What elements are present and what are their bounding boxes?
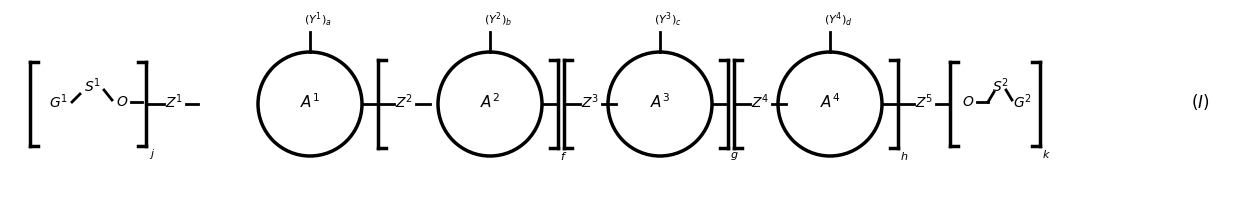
Text: $h$: $h$	[900, 150, 908, 162]
Text: $A^2$: $A^2$	[480, 93, 500, 111]
Text: $S^1$: $S^1$	[83, 77, 100, 95]
Text: $(I)$: $(I)$	[1190, 92, 1209, 112]
Text: $g$: $g$	[729, 150, 738, 162]
Text: $Z^2$: $Z^2$	[396, 93, 413, 111]
Text: $f$: $f$	[560, 150, 568, 162]
Text: $G^2$: $G^2$	[1013, 93, 1032, 111]
Text: $k$: $k$	[1042, 148, 1050, 160]
Text: $(Y^2)_b$: $(Y^2)_b$	[484, 11, 512, 29]
Text: $O$: $O$	[115, 95, 128, 109]
Text: $G^1$: $G^1$	[48, 93, 67, 111]
Text: $A^4$: $A^4$	[820, 93, 841, 111]
Text: $A^3$: $A^3$	[650, 93, 670, 111]
Text: $(Y^1)_a$: $(Y^1)_a$	[304, 11, 332, 29]
Text: $Z^3$: $Z^3$	[580, 93, 599, 111]
Text: $Z^4$: $Z^4$	[751, 93, 769, 111]
Text: $(Y^4)_d$: $(Y^4)_d$	[823, 11, 852, 29]
Text: $S^2$: $S^2$	[992, 77, 1008, 95]
Text: $O$: $O$	[962, 95, 975, 109]
Text: $A^1$: $A^1$	[300, 93, 320, 111]
Text: $Z^5$: $Z^5$	[915, 93, 932, 111]
Text: $Z^1$: $Z^1$	[165, 93, 184, 111]
Text: $(Y^3)_c$: $(Y^3)_c$	[655, 11, 682, 29]
Text: $j$: $j$	[149, 147, 155, 161]
